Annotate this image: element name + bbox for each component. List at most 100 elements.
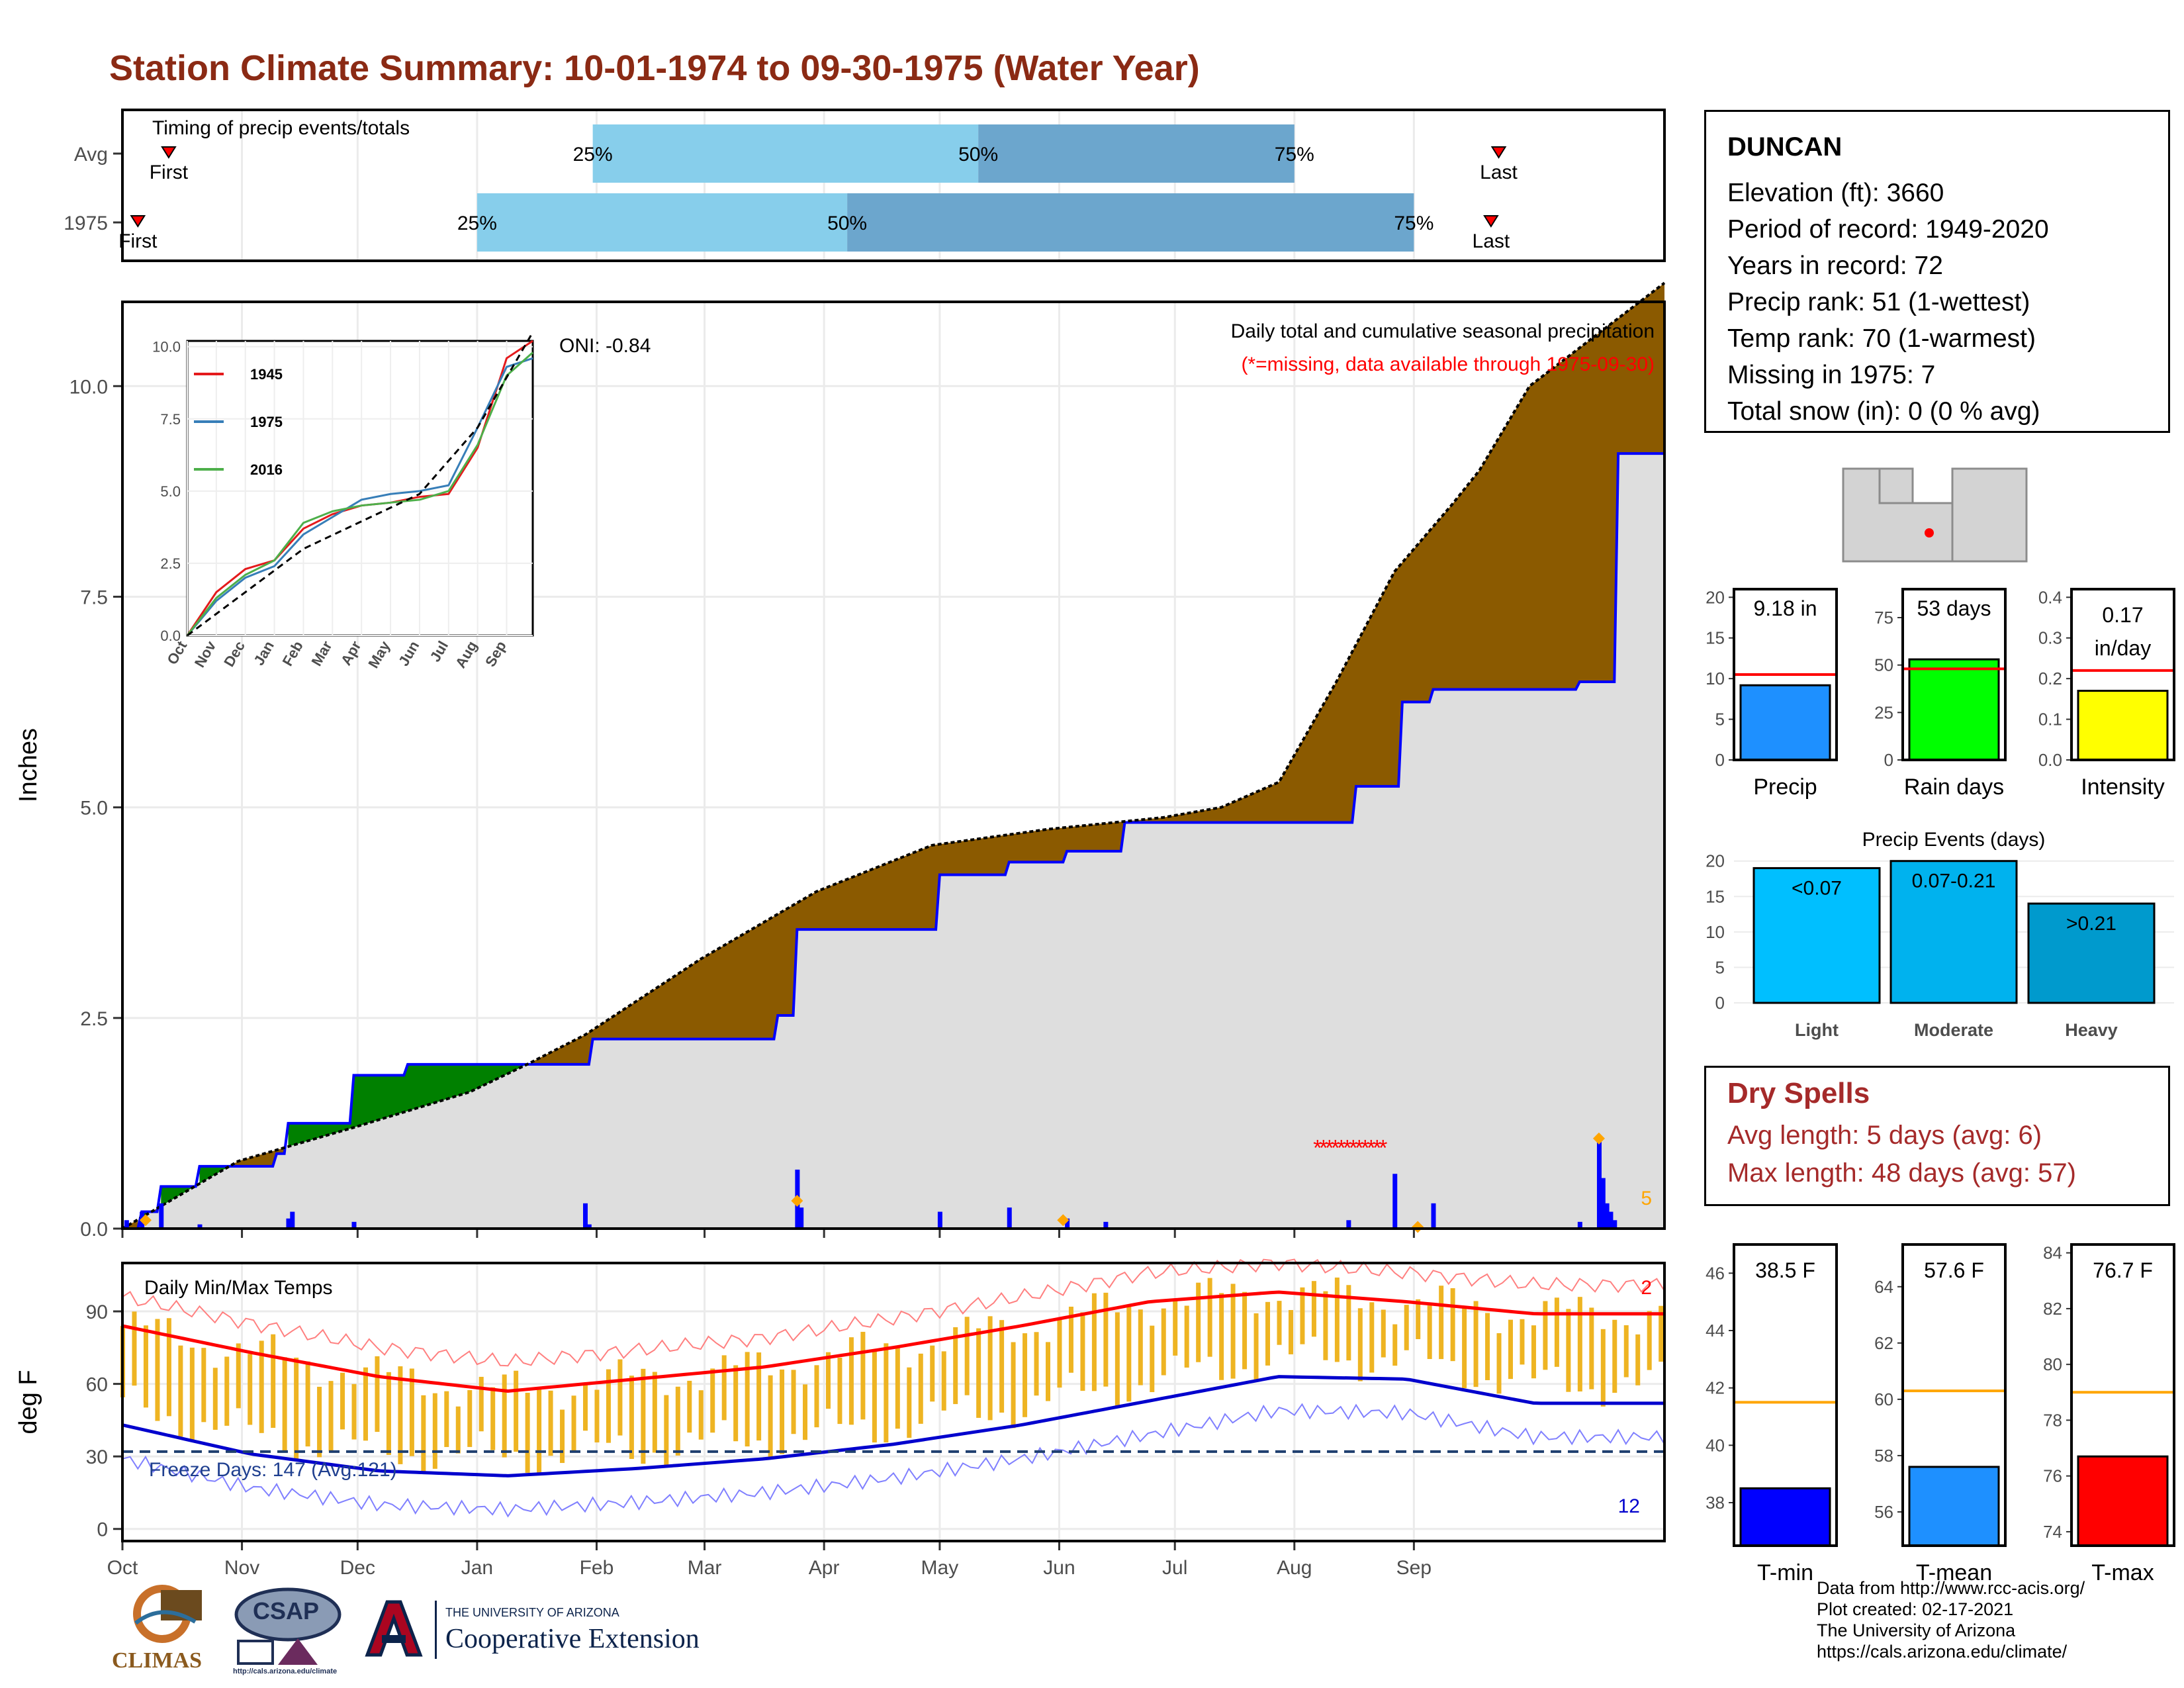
temp-daily-bar	[212, 1368, 218, 1430]
inset-average-line	[187, 332, 534, 637]
inset-panel	[186, 340, 534, 637]
stat-category-label: Rain days	[1904, 774, 2004, 800]
temp-daily-bar	[421, 1395, 426, 1473]
temp-daily-bar	[143, 1325, 148, 1408]
locator-map-region	[1842, 467, 2028, 563]
temp-daily-bar	[1184, 1305, 1189, 1368]
temp-daily-bar	[1311, 1281, 1316, 1337]
missing-marker: *	[1361, 1135, 1369, 1160]
temp-daily-bar	[1600, 1329, 1606, 1407]
temp-daily-bar	[930, 1345, 935, 1402]
events-y-tick-label: 15	[1706, 886, 1725, 906]
temp-daily-bar	[1439, 1286, 1444, 1360]
events-y-tick-label: 20	[1706, 851, 1725, 871]
precip-y-tick-label: 0.0	[80, 1219, 108, 1241]
missing-marker: *	[1343, 1135, 1351, 1160]
missing-marker: *	[1325, 1135, 1334, 1160]
temp-daily-bar	[1369, 1302, 1375, 1373]
timing-title: Timing of precip events/totals	[152, 117, 410, 139]
temp-daily-bar	[721, 1355, 727, 1421]
station-location-marker	[1925, 528, 1934, 538]
temp-daily-bar	[1207, 1278, 1212, 1357]
timing-row-label: Avg	[74, 144, 108, 165]
timing-label-25: 25%	[573, 144, 613, 165]
stat-y-tick-label: 20	[1706, 587, 1725, 607]
events-bar-label: >0.21	[2066, 913, 2116, 935]
stat-category-label: Precip	[1753, 774, 1817, 800]
climas-logo-text: CLIMAS	[112, 1648, 203, 1673]
events-bar	[2027, 902, 2156, 1004]
daily-precip-bar	[937, 1211, 942, 1229]
temp-daily-bar	[340, 1372, 345, 1430]
temp-daily-bar	[583, 1383, 588, 1431]
ua-a-icon	[365, 1600, 423, 1657]
precip-y-tick-label: 7.5	[80, 586, 108, 608]
temp-y-axis-title: deg F	[15, 1370, 42, 1434]
stat-y-tick-label: 46	[1706, 1263, 1725, 1283]
stat-value-label: 53 days	[1917, 596, 1991, 620]
timing-label-first: First	[150, 162, 189, 183]
climas-logo-mark	[133, 1585, 202, 1643]
timing-marker-first	[161, 146, 177, 159]
temp-daily-bar	[941, 1351, 946, 1411]
inset-y-tick-label: 10.0	[152, 339, 181, 355]
temp-daily-bar	[525, 1393, 530, 1473]
stat-value-bar	[2077, 1455, 2169, 1547]
oni-annotation: ONI: -0.84	[559, 335, 651, 357]
daily-precip-bar	[1600, 1178, 1606, 1229]
temp-daily-bar	[455, 1406, 461, 1454]
temp-daily-bar	[1323, 1291, 1328, 1360]
temp-daily-bar	[1091, 1293, 1097, 1391]
station-years: Years in record: 72	[1727, 252, 1943, 280]
stat-category-label: T-mean	[1916, 1560, 1992, 1585]
temp-daily-bar	[444, 1391, 449, 1447]
temp-daily-bar	[803, 1384, 808, 1440]
events-category-label: Light	[1795, 1020, 1839, 1040]
stat-y-tick-label: 0.1	[2038, 710, 2062, 729]
stat-value-bar	[2077, 690, 2169, 761]
temp-x-tick-label: Feb	[580, 1557, 614, 1579]
temp-average-min-line	[122, 1375, 1664, 1477]
temp-daily-bar	[571, 1395, 576, 1452]
timing-label-25: 25%	[457, 212, 497, 234]
stat-y-tick-label: 42	[1706, 1378, 1725, 1398]
temp-daily-bar	[1103, 1292, 1109, 1387]
stat-panel-border	[1901, 588, 2007, 761]
temp-daily-bar	[1531, 1325, 1536, 1379]
temp-daily-bar	[1404, 1305, 1409, 1350]
stat-panel-border	[1733, 588, 1838, 761]
stat-value-label-2: in/day	[2095, 636, 2151, 660]
events-category-label: Moderate	[1914, 1020, 1993, 1040]
events-bar-label: <0.07	[1792, 877, 1842, 899]
temp-daily-bar	[398, 1366, 403, 1464]
stat-y-tick-label: 80	[2043, 1354, 2062, 1374]
temp-daily-bar	[1508, 1319, 1513, 1380]
stat-value-bar	[1739, 1487, 1831, 1547]
temp-daily-bar	[895, 1347, 900, 1429]
temp-daily-bar	[1265, 1301, 1271, 1366]
daily-precip-bar	[1596, 1136, 1602, 1229]
events-panel-title: Precip Events (days)	[1862, 829, 2046, 851]
temp-daily-bar	[1473, 1301, 1479, 1387]
temp-daily-bar	[664, 1395, 669, 1466]
temp-daily-bar	[409, 1368, 414, 1456]
temp-daily-bar	[1566, 1309, 1571, 1392]
precip-above-average-area	[142, 1064, 523, 1218]
temp-daily-bar	[1520, 1319, 1525, 1365]
temp-y-tick-label: 30	[86, 1446, 108, 1468]
freeze-days-text: Freeze Days: 147 (Avg:121)	[149, 1459, 397, 1481]
temp-daily-bar	[675, 1386, 680, 1456]
temp-daily-bar	[1288, 1310, 1293, 1354]
climas-logo: CLIMAS	[109, 1582, 215, 1675]
stat-y-tick-label: 76	[2043, 1466, 2062, 1486]
temp-daily-bar	[537, 1389, 542, 1474]
temp-daily-bar	[201, 1348, 206, 1423]
snow-marker	[1057, 1214, 1069, 1227]
precip-panel-title: Daily total and cumulative seasonal prec…	[1231, 320, 1655, 342]
stat-panel-border	[2070, 588, 2175, 761]
stat-category-label: Intensity	[2081, 774, 2165, 800]
dry-spells-title: Dry Spells	[1727, 1077, 1870, 1109]
stat-y-tick-label: 38	[1706, 1493, 1725, 1513]
temp-x-tick-label: Jan	[461, 1557, 493, 1579]
